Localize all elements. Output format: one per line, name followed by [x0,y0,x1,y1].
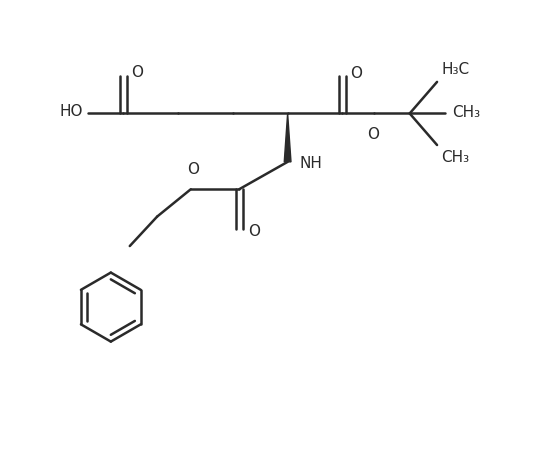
Text: O: O [131,65,143,80]
Text: O: O [367,127,379,142]
Text: O: O [249,224,261,239]
Text: H₃C: H₃C [441,62,469,77]
Text: NH: NH [299,157,322,171]
Text: CH₃: CH₃ [441,150,469,165]
Text: CH₃: CH₃ [452,105,480,120]
Text: O: O [350,66,362,81]
Polygon shape [284,113,291,162]
Text: HO: HO [59,104,82,119]
Text: O: O [187,162,199,177]
